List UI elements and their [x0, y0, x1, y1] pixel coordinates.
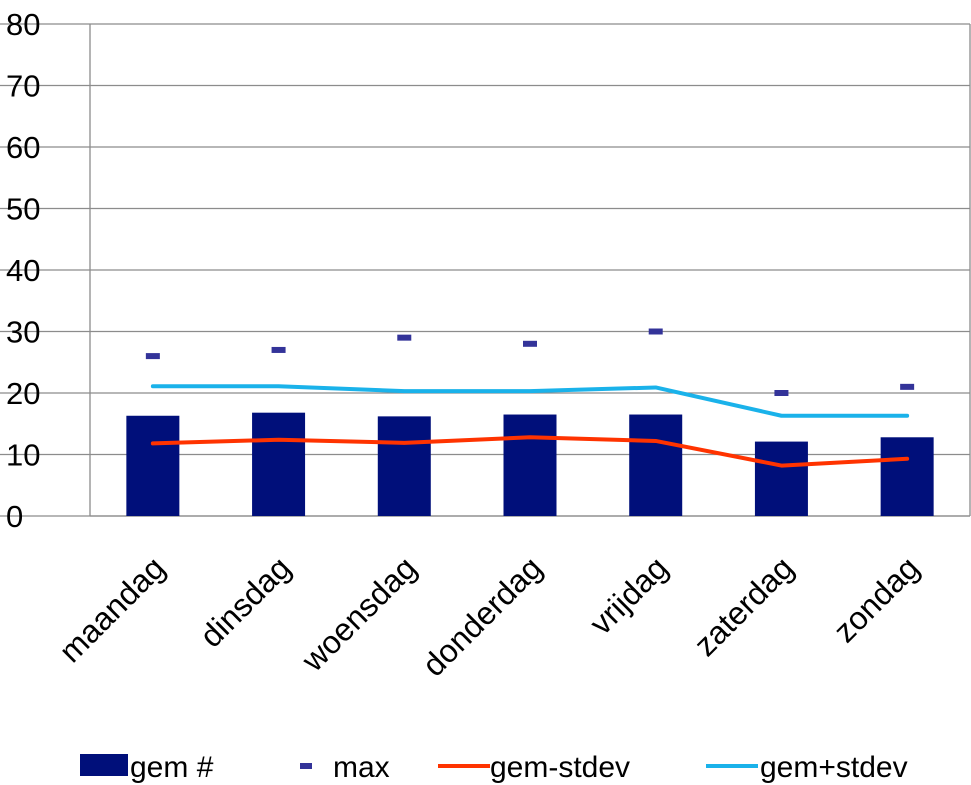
legend: gem # max gem-stdev gem+stdev: [80, 751, 908, 784]
x-tick-label: dinsdag: [193, 549, 298, 654]
y-tick-label: 20: [6, 376, 40, 411]
legend-swatch-marker: [300, 763, 312, 769]
legend-swatch-bar: [80, 754, 128, 776]
line-series: [150, 384, 910, 468]
x-tick-label: vrijdag: [583, 549, 675, 641]
y-tick-label: 30: [6, 315, 40, 350]
bar: [629, 414, 683, 516]
y-tick-label: 40: [6, 253, 40, 288]
x-tick-label: donderdag: [415, 549, 549, 683]
bar: [503, 414, 557, 516]
max-marker: [774, 390, 789, 396]
max-marker: [648, 328, 663, 335]
x-tick-label: maandag: [52, 549, 172, 669]
y-tick-label: 50: [6, 192, 40, 227]
series-line-gem-stdev: [150, 435, 910, 468]
max-marker: [271, 346, 286, 353]
series-line-gem+stdev: [150, 384, 910, 418]
max-marker: [900, 383, 915, 390]
legend-label: gem-stdev: [490, 751, 630, 784]
max-markers: [145, 328, 915, 396]
y-tick-label: 0: [6, 499, 23, 534]
bar: [754, 441, 808, 516]
x-tick-label: zondag: [826, 549, 926, 649]
y-tick-label: 10: [6, 438, 40, 473]
x-tick-label: zaterdag: [687, 549, 801, 663]
legend-label: gem+stdev: [760, 751, 908, 784]
legend-label: gem #: [130, 751, 214, 784]
max-marker: [523, 340, 537, 347]
y-tick-label: 80: [6, 7, 40, 42]
max-marker: [145, 353, 160, 360]
x-tick-label: woensdag: [294, 549, 423, 678]
y-tick-label: 60: [6, 130, 40, 165]
max-marker: [397, 334, 412, 341]
bar: [126, 415, 180, 516]
legend-label: max: [333, 751, 390, 784]
bar: [880, 437, 934, 516]
bar-series: [126, 412, 934, 516]
y-tick-label: 70: [6, 69, 40, 104]
bar: [377, 416, 431, 516]
bar: [252, 412, 306, 516]
y-axis-ticks: 0 10 20 30 40 50 60 70 80: [6, 7, 40, 534]
